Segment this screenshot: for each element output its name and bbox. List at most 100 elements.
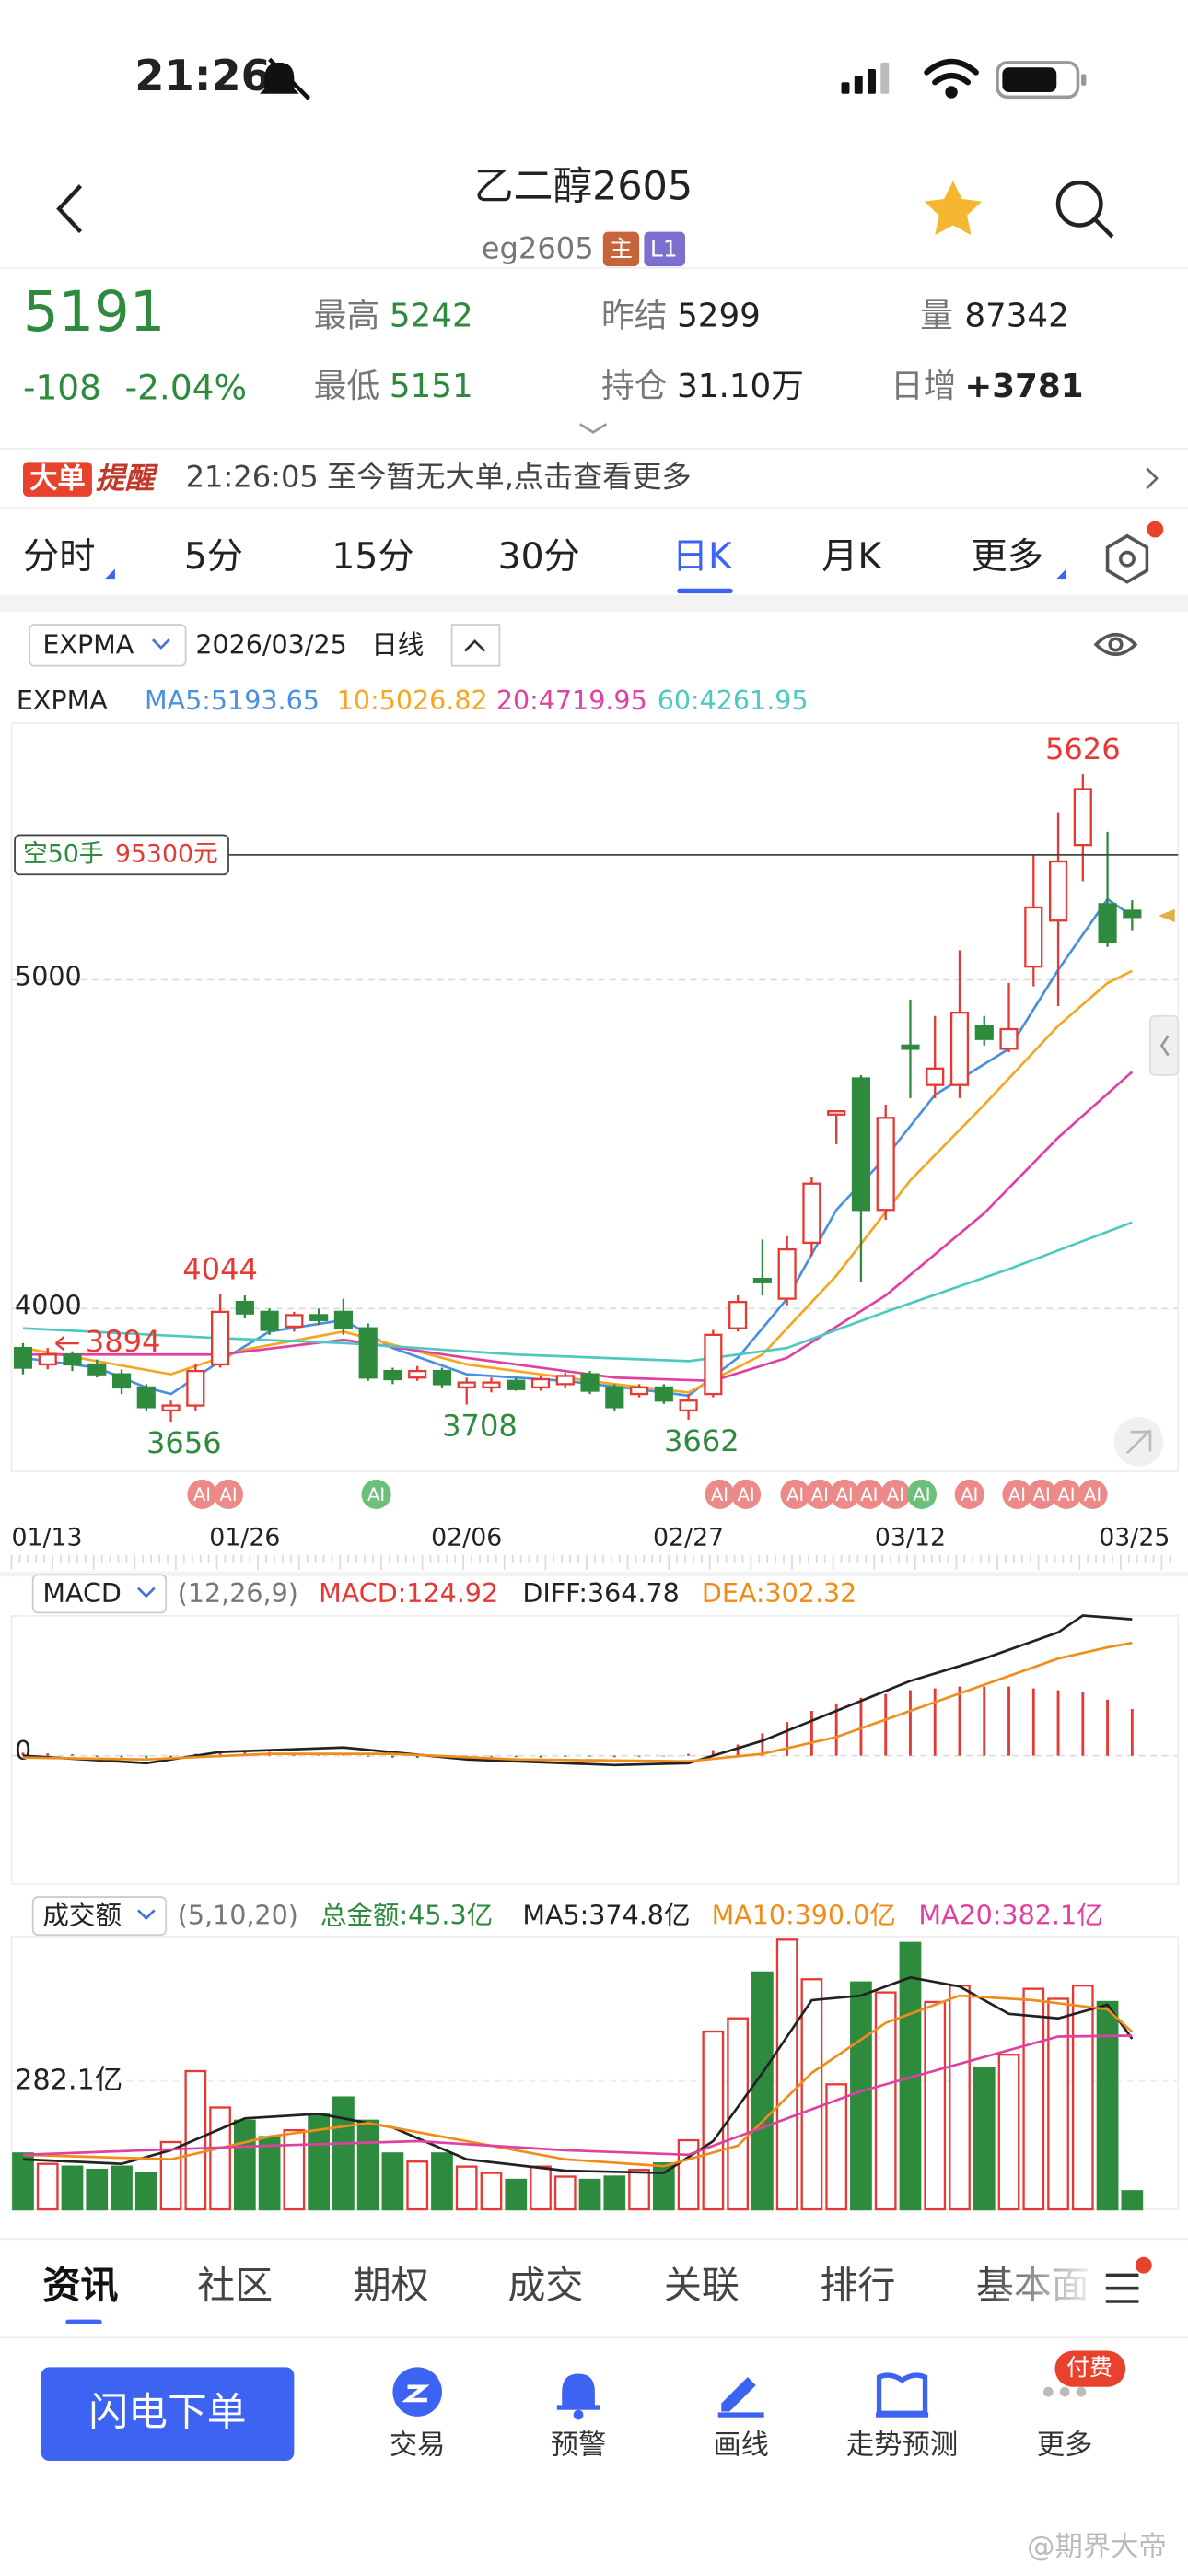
candle-body	[111, 1373, 132, 1389]
ai-badge-bg[interactable]	[213, 1479, 244, 1509]
bottom-tab[interactable]: 社区	[197, 2264, 273, 2308]
period-tab[interactable]: 日K	[672, 536, 733, 578]
ai-badge-bg[interactable]	[954, 1479, 984, 1509]
volume-ma-line	[22, 1975, 1134, 2174]
toolbar-icon[interactable]	[392, 2367, 442, 2417]
period-tab[interactable]: 月K	[821, 536, 882, 578]
volume-bar	[1047, 1997, 1069, 2211]
badge: L1	[650, 235, 678, 262]
volume-bar	[628, 2168, 650, 2211]
toolbar-label[interactable]: 更多	[1037, 2429, 1093, 2461]
period-tab[interactable]: 15分	[332, 536, 413, 578]
volume-bar	[727, 2017, 749, 2211]
indicator-select[interactable]	[31, 1896, 168, 1936]
period-tab[interactable]: 分时	[23, 536, 95, 578]
extreme-label: 3656	[146, 1425, 222, 1460]
ai-badge-bg[interactable]	[1027, 1479, 1057, 1509]
toolbar-icon[interactable]	[1042, 2386, 1087, 2397]
x-tick-label: 02/06	[431, 1524, 502, 1552]
watermark: @期界大帝	[1027, 2531, 1167, 2563]
legend-entry: DEA:302.32	[702, 1578, 856, 1609]
search-button[interactable]	[1055, 180, 1114, 239]
x-tick-label: 03/25	[1099, 1524, 1170, 1552]
collapse-button[interactable]	[450, 624, 501, 667]
bottom-tabs: 资讯社区期权成交关联排行基本面	[42, 2264, 1089, 2324]
candle-body	[999, 1027, 1019, 1050]
candle-body	[752, 1278, 772, 1283]
order-button[interactable]	[41, 2367, 295, 2462]
candle-body	[309, 1314, 329, 1321]
bottom-tab[interactable]: 资讯	[42, 2264, 118, 2308]
ai-badge-bg[interactable]	[805, 1479, 835, 1509]
volume-bar	[530, 2165, 552, 2211]
ai-badge-bg[interactable]	[705, 1479, 735, 1509]
tab-corner	[105, 568, 115, 580]
visibility-button[interactable]	[1093, 632, 1138, 656]
candle-body	[704, 1333, 723, 1396]
kline-period: 日线	[371, 629, 424, 660]
alert-badge: 提醒	[95, 461, 158, 496]
favorite-star[interactable]	[924, 181, 983, 236]
marker-arrow	[54, 1336, 79, 1352]
ai-badge-bg[interactable]	[1002, 1479, 1032, 1509]
candle-body	[161, 1404, 181, 1412]
alert-message[interactable]: 至今暂无大单,点击查看更多	[327, 459, 692, 494]
bottom-tab[interactable]: 成交	[507, 2264, 583, 2308]
signal-icon	[841, 62, 890, 94]
label: 量	[920, 297, 953, 334]
volume-ma-line	[22, 1994, 1134, 2168]
expand-arrow[interactable]	[579, 423, 608, 434]
ai-badge-bg[interactable]	[880, 1479, 911, 1509]
ai-badge-bg[interactable]	[187, 1479, 217, 1509]
indicator-select[interactable]	[29, 624, 187, 667]
volume-bar	[233, 2119, 256, 2211]
volume-bar	[406, 2160, 429, 2211]
toolbar-label[interactable]: 交易	[390, 2429, 446, 2461]
toolbar-icon[interactable]	[717, 2377, 764, 2418]
toolbar-icon[interactable]	[875, 2372, 929, 2418]
bottom-tab[interactable]: 排行	[820, 2264, 895, 2308]
volume-bar	[455, 2165, 478, 2211]
ai-badge-bg[interactable]	[906, 1479, 938, 1509]
ai-badge-bg[interactable]	[854, 1479, 884, 1509]
ai-badge-bg[interactable]	[1051, 1479, 1082, 1509]
period-tabs: 分时 5分 15分 30分 日K 月K 更多	[23, 536, 1066, 594]
legend-entry: DIFF:364.78	[522, 1578, 679, 1609]
volume-bar	[677, 2138, 700, 2211]
volume-bar	[899, 1941, 922, 2211]
menu-button[interactable]	[1105, 2256, 1152, 2303]
ai-badge-bg[interactable]	[830, 1479, 860, 1509]
toolbar-label[interactable]: 画线	[713, 2429, 769, 2461]
y-tick-label: 0	[15, 1736, 31, 1766]
ai-badge-bg[interactable]	[361, 1479, 391, 1509]
period-tab[interactable]: 5分	[184, 536, 243, 578]
ai-badge-bg[interactable]	[730, 1479, 762, 1509]
ai-badge-bg[interactable]	[1077, 1479, 1108, 1509]
volume-bar	[973, 2067, 996, 2211]
indicator-select[interactable]	[31, 1574, 168, 1614]
ai-badge: AI	[219, 1484, 237, 1505]
side-tab[interactable]	[1149, 1014, 1180, 1076]
period-tab[interactable]: 更多	[971, 536, 1043, 578]
back-button[interactable]	[56, 184, 83, 234]
candle-body	[926, 1067, 945, 1086]
volume-bar	[258, 2136, 281, 2211]
period-tab[interactable]: 30分	[498, 536, 580, 578]
candle-body	[605, 1386, 624, 1409]
bottom-tab[interactable]: 期权	[354, 2264, 429, 2308]
toolbar-label[interactable]: 走势预测	[846, 2429, 958, 2461]
chevron[interactable]	[1146, 467, 1159, 489]
settings-button[interactable]	[1105, 521, 1164, 584]
ai-badge: AI	[835, 1484, 853, 1505]
bottom-tab[interactable]: 关联	[664, 2264, 740, 2308]
volume-bar	[36, 2162, 59, 2211]
ai-badge: AI	[193, 1484, 211, 1505]
toolbar-label[interactable]: 预警	[551, 2429, 607, 2461]
toolbar-icon[interactable]	[556, 2373, 600, 2420]
position-box	[14, 834, 229, 876]
change: -108	[23, 367, 101, 407]
ai-badge-bg[interactable]	[780, 1479, 810, 1509]
candle-body	[211, 1310, 230, 1366]
candle-body	[949, 1011, 970, 1086]
ai-badge: AI	[887, 1484, 904, 1505]
